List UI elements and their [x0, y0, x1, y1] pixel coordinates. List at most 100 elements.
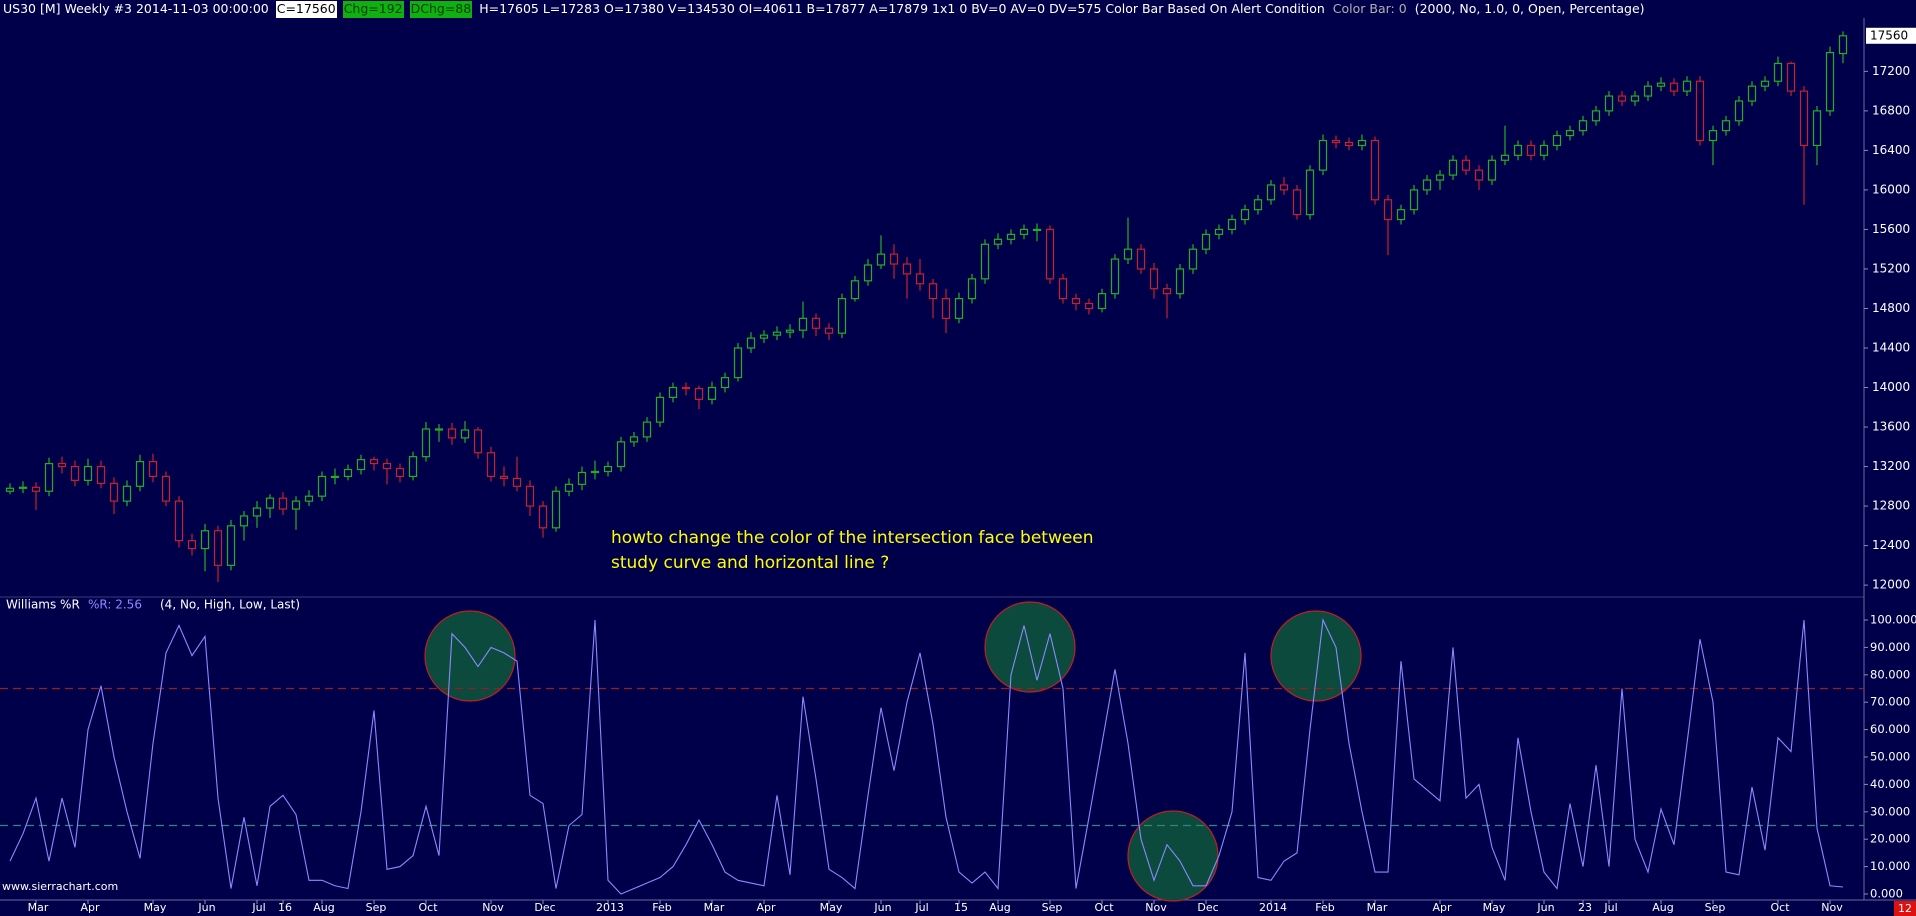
candle-body	[1396, 209, 1406, 221]
y-tick-label: 17200	[1872, 64, 1910, 78]
candle-body	[1565, 130, 1575, 137]
x-tick-label: Feb	[652, 901, 671, 914]
x-tick-label: Apr	[756, 901, 776, 914]
candle-body	[1656, 82, 1666, 87]
x-tick-label: Jul	[1603, 901, 1617, 914]
candle-body	[148, 461, 158, 478]
candle-body	[1279, 184, 1289, 191]
x-tick-label: Oct	[418, 901, 438, 914]
candle-body	[1201, 233, 1211, 250]
candle-body	[369, 459, 379, 465]
candle-body	[1448, 159, 1458, 176]
candle-body	[304, 495, 314, 502]
candle-body	[1097, 293, 1107, 310]
candle-body	[837, 297, 847, 334]
y-tick-label: 0.000	[1870, 887, 1903, 901]
y-tick-label: 30.000	[1870, 804, 1910, 818]
x-tick-label: 16	[278, 901, 292, 914]
candle-body	[200, 530, 210, 550]
candle-body	[1331, 139, 1341, 144]
candle-body	[798, 317, 808, 331]
status-params: (2000, No, 1.0, 0, Open, Percentage)	[1414, 1, 1645, 16]
status-close: C=17560	[275, 1, 337, 18]
y-tick-label: 12800	[1872, 499, 1910, 513]
x-tick-label: Dec	[534, 901, 555, 914]
y-tick-label: 14800	[1872, 301, 1910, 315]
candle-body	[902, 263, 912, 275]
candle-body	[1487, 159, 1497, 181]
candle-body	[1760, 80, 1770, 87]
candle-body	[1838, 35, 1848, 55]
candle-body	[629, 436, 639, 443]
highlight-circle	[1127, 810, 1219, 902]
candle-body	[447, 428, 457, 439]
candle-body	[122, 485, 132, 502]
candle-body	[1630, 95, 1640, 102]
candle-body	[915, 273, 925, 285]
candle-body	[811, 317, 821, 329]
candle-body	[1500, 154, 1510, 161]
candle-body	[96, 465, 106, 484]
candle-body	[1721, 120, 1731, 132]
candle-body	[512, 477, 522, 487]
candle-body	[616, 441, 626, 468]
candle-body	[1734, 100, 1744, 122]
y-tick-label: 16400	[1872, 143, 1910, 157]
candle-body	[1422, 179, 1432, 191]
candle-body	[655, 396, 665, 423]
candle-body	[1240, 209, 1250, 221]
y-tick-label: 14000	[1872, 380, 1910, 394]
candle-body	[1292, 189, 1302, 216]
status-text: US30 [M] Weekly #3 2014-11-03 00:00:00	[3, 1, 269, 16]
candle-body	[161, 475, 171, 502]
last-price-box	[1866, 27, 1916, 44]
x-tick-label: May	[1483, 901, 1506, 914]
site-label: www.sierrachart.com	[2, 880, 118, 893]
candle-body	[1214, 228, 1224, 235]
candle-body	[1461, 159, 1471, 171]
status-bar: US30 [M] Weekly #3 2014-11-03 00:00:00 C…	[2, 1, 1646, 18]
candle-body	[408, 456, 418, 478]
candle-body	[538, 505, 548, 529]
x-tick-label: Aug	[1652, 901, 1673, 914]
candle-body	[499, 475, 509, 480]
candle-body	[278, 497, 288, 510]
candle-body	[1604, 95, 1614, 112]
candle-body	[239, 515, 249, 527]
candle-body	[421, 428, 431, 458]
candle-body	[252, 507, 262, 517]
candle-body	[1383, 199, 1393, 221]
x-tick-label: Oct	[1094, 901, 1114, 914]
candle-body	[473, 429, 483, 454]
candle-body	[187, 540, 197, 550]
candle-body	[707, 386, 717, 400]
y-tick-label: 80.000	[1870, 667, 1910, 681]
candle-body	[1812, 110, 1822, 147]
candle-body	[850, 280, 860, 300]
x-tick-label: 15	[954, 901, 968, 914]
candle-body	[1786, 62, 1796, 92]
candle-body	[720, 377, 730, 389]
candle-body	[1136, 248, 1146, 270]
candle-body	[135, 461, 145, 487]
candle-body	[1305, 169, 1315, 216]
candle-body	[603, 465, 613, 473]
candle-body	[1578, 120, 1588, 132]
candle-body	[486, 452, 496, 478]
candle-body	[434, 428, 444, 431]
candle-body	[343, 468, 353, 478]
study-line	[9, 618, 1844, 895]
candle-body	[1370, 139, 1380, 201]
candle-body	[993, 238, 1003, 245]
candle-body	[1526, 144, 1536, 156]
candle-body	[356, 459, 366, 471]
candle-body	[44, 462, 54, 492]
candle-body	[1539, 144, 1549, 156]
candle-body	[1188, 248, 1198, 270]
candle-body	[1708, 130, 1718, 142]
candle-body	[1344, 141, 1354, 147]
candle-body	[18, 486, 28, 489]
highlight-circle	[424, 610, 516, 702]
candle-body	[1513, 144, 1523, 156]
